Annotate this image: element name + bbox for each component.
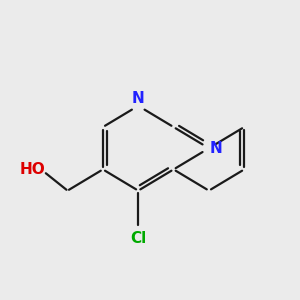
Text: HO: HO (19, 162, 45, 177)
Text: N: N (132, 91, 145, 106)
Text: N: N (210, 141, 223, 156)
Text: Cl: Cl (130, 231, 146, 246)
